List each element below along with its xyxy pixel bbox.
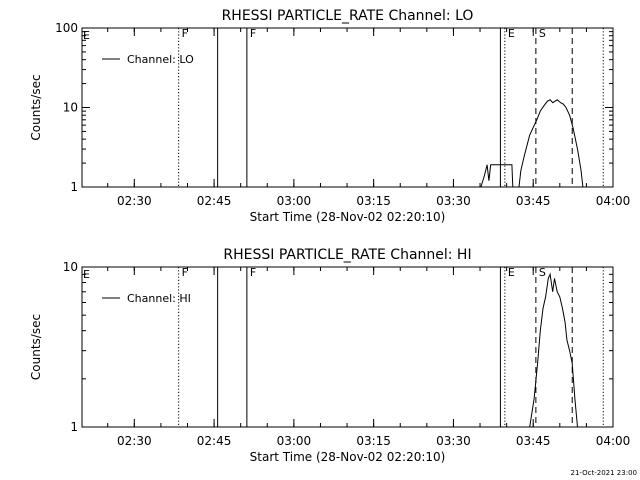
y-axis-label: Counts/sec — [29, 314, 43, 380]
x-tick-label: 03:30 — [436, 194, 471, 208]
chart-panel-lo: RHESSI PARTICLE_RATE Channel: LO Start Ti… — [29, 8, 630, 224]
x-tick-label: 03:15 — [356, 194, 391, 208]
x-tick-label: 02:45 — [197, 194, 232, 208]
y-tick-label: 1 — [70, 180, 78, 194]
y-tick-label: 100 — [55, 21, 78, 35]
event-label: E — [83, 268, 90, 281]
event-label: E — [83, 29, 90, 42]
series-line — [529, 272, 578, 428]
legend-label: Channel: HI — [127, 292, 191, 305]
legend-label: Channel: LO — [127, 53, 194, 66]
y-axis-label: Counts/sec — [29, 74, 43, 140]
x-axis-label: Start Time (28-Nov-02 02:20:10) — [250, 210, 446, 224]
event-label: S — [539, 27, 546, 40]
plot-frame — [81, 27, 614, 188]
event-label: F — [250, 266, 256, 279]
x-tick-label: 03:45 — [516, 434, 551, 448]
y-tick-label: 1 — [70, 420, 78, 434]
series-line — [480, 99, 584, 188]
x-tick-label: 03:30 — [436, 434, 471, 448]
event-label: E — [508, 27, 515, 40]
event-label: E — [508, 266, 515, 279]
chart-panel-hi: RHESSI PARTICLE_RATE Channel: HI Start Ti… — [29, 247, 630, 464]
x-tick-label: 02:30 — [117, 194, 152, 208]
event-label: F — [250, 27, 256, 40]
x-tick-label: 03:15 — [356, 434, 391, 448]
x-tick-label: 02:45 — [197, 434, 232, 448]
x-tick-label: 03:00 — [277, 194, 312, 208]
y-tick-label: 10 — [63, 101, 78, 115]
event-label: F — [182, 27, 188, 40]
chart-title: RHESSI PARTICLE_RATE Channel: HI — [223, 247, 471, 263]
y-tick-label: 10 — [63, 260, 78, 274]
x-tick-label: 02:30 — [117, 434, 152, 448]
x-tick-label: 04:00 — [596, 434, 631, 448]
x-tick-label: 04:00 — [596, 194, 631, 208]
event-label: F — [182, 266, 188, 279]
timestamp-label: 21-Oct-2021 23:00 — [571, 469, 637, 477]
chart-title: RHESSI PARTICLE_RATE Channel: LO — [222, 8, 474, 24]
event-label: S — [539, 266, 546, 279]
x-tick-label: 03:45 — [516, 194, 551, 208]
x-tick-label: 03:00 — [277, 434, 312, 448]
x-axis-label: Start Time (28-Nov-02 02:20:10) — [250, 450, 446, 464]
